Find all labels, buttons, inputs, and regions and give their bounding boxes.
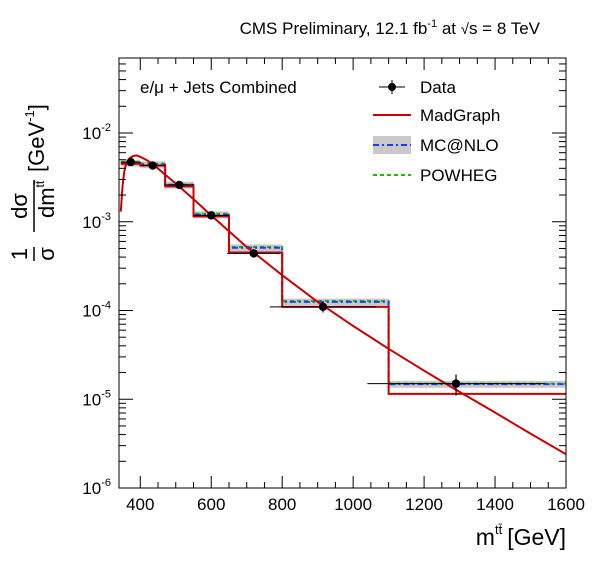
channel-annotation: e/μ + Jets Combined xyxy=(140,78,297,97)
data-marker xyxy=(249,249,259,258)
ylabel-sigma: σ xyxy=(34,247,59,261)
chart-title: CMS Preliminary, 12.1 fb-1 at √s = 8 TeV xyxy=(240,18,541,38)
ylabel-unit: [GeV-1] xyxy=(22,104,49,172)
mcatnlo-histogram xyxy=(120,161,566,386)
data-point xyxy=(269,301,377,313)
ylabel-one: 1 xyxy=(7,248,32,260)
y-tick-label: 10-4 xyxy=(82,300,111,321)
y-tick-label: 10-5 xyxy=(82,388,111,409)
data-marker xyxy=(318,302,328,312)
legend-label-data: Data xyxy=(420,78,456,97)
data-point xyxy=(193,211,229,220)
title-mid: at xyxy=(437,19,461,38)
data-marker xyxy=(126,157,135,167)
x-tick-label: 1400 xyxy=(476,495,514,514)
madgraph-histogram xyxy=(120,162,566,395)
y-axis-label: 1 σ dσ dmtt̄ [GeV-1] xyxy=(7,104,59,261)
legend-label-mcatnlo: MC@NLO xyxy=(420,136,499,155)
x-axis-label: mtt̄ [GeV] xyxy=(476,522,566,550)
powheg-hist-line xyxy=(120,161,566,385)
y-tick-label: 10-2 xyxy=(82,122,111,143)
data-point xyxy=(367,374,545,396)
data-point xyxy=(140,161,166,170)
data-marker-icon xyxy=(388,83,396,91)
ylabel-num: dσ xyxy=(7,193,32,219)
x-tick-label: 400 xyxy=(126,495,154,514)
legend: Data MadGraph MC@NLO POWHEG xyxy=(373,78,500,185)
title-prefix: CMS Preliminary, 12.1 fb xyxy=(240,19,428,38)
madgraph-curve xyxy=(119,154,567,456)
y-tick-label: 10-3 xyxy=(82,211,111,232)
data-point xyxy=(227,249,281,258)
data-marker xyxy=(451,379,461,388)
ylabel-den: dmtt̄ xyxy=(33,180,59,218)
title-lumi-sup: -1 xyxy=(427,18,437,30)
x-tick-label: 1600 xyxy=(547,495,585,514)
legend-label-powheg: POWHEG xyxy=(420,166,497,185)
axes-ticks: 400 600 800 1000 1200 1400 1600 10-6 10-5 10-4 10-… xyxy=(82,57,585,514)
madgraph-hist-line xyxy=(120,162,566,395)
x-tick-label: 1200 xyxy=(405,495,443,514)
x-tick-label: 800 xyxy=(268,495,296,514)
data-point xyxy=(165,180,194,190)
legend-entry-madgraph: MadGraph xyxy=(373,106,500,125)
legend-entry-powheg: POWHEG xyxy=(373,166,497,185)
data-points xyxy=(121,157,545,396)
data-marker xyxy=(175,180,184,190)
data-point xyxy=(121,157,141,167)
x-tick-label: 600 xyxy=(197,495,225,514)
plot-frame xyxy=(118,57,567,489)
mcatnlo-hist-line xyxy=(120,161,566,386)
data-marker xyxy=(207,211,216,220)
x-tick-label: 1000 xyxy=(334,495,372,514)
legend-entry-data: Data xyxy=(379,78,456,97)
y-tick-label: 10-6 xyxy=(82,477,111,498)
title-sqrt-arg: s xyxy=(469,19,478,38)
madgraph-curve-line xyxy=(119,154,567,456)
legend-label-madgraph: MadGraph xyxy=(420,106,500,125)
powheg-histogram xyxy=(120,161,566,385)
sqrt-icon: √ xyxy=(461,21,470,38)
title-suffix: = 8 TeV xyxy=(477,19,540,38)
data-marker xyxy=(148,161,157,170)
legend-entry-mcatnlo: MC@NLO xyxy=(373,136,499,155)
